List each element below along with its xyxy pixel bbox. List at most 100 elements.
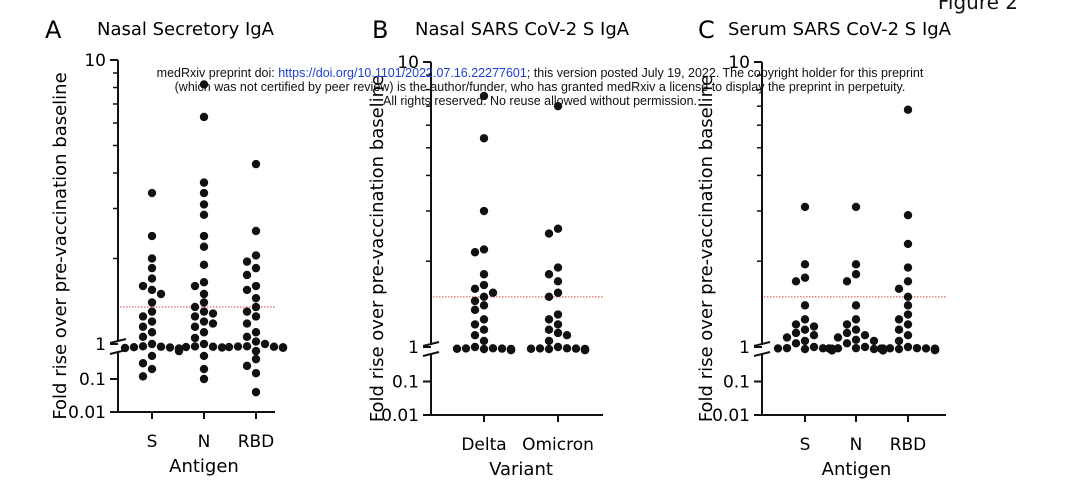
data-point-A-RBD (242, 319, 252, 328)
data-point-B-Omicron (562, 344, 572, 353)
data-point-A-N (181, 342, 191, 352)
data-point-C-S (800, 336, 810, 346)
data-point-B-Omicron (544, 336, 554, 346)
data-point-B-Delta (497, 344, 507, 353)
data-point-A-RBD (233, 342, 243, 351)
data-point-B-Delta (479, 344, 489, 354)
panel-letter-A: A (45, 16, 62, 44)
data-point-C-S (800, 260, 810, 269)
data-point-C-N (851, 315, 861, 324)
x-axis-label-B: Variant (489, 459, 553, 480)
data-point-C-RBD (912, 343, 922, 353)
data-point-C-RBD (903, 277, 913, 286)
data-point-A-RBD (224, 342, 234, 352)
axis-break-mark-A (109, 338, 127, 344)
data-point-C-N (842, 277, 852, 286)
data-point-C-N (869, 344, 879, 354)
data-point-C-N (851, 270, 861, 279)
data-point-C-RBD (903, 292, 913, 302)
data-point-A-S (147, 285, 157, 295)
data-point-A-S (138, 312, 148, 321)
data-point-C-N (851, 260, 861, 269)
data-point-C-RBD (903, 301, 913, 310)
y-tick-label-B: 0.1 (392, 373, 419, 393)
data-point-B-Delta (470, 248, 480, 257)
x-tick-label-C: N (850, 435, 863, 455)
data-point-C-RBD (903, 239, 913, 249)
data-point-C-RBD (903, 263, 913, 272)
data-point-A-RBD (251, 159, 261, 169)
data-point-C-RBD (903, 310, 913, 319)
panel-title-B: Nasal SARS CoV-2 S IgA (415, 19, 630, 40)
x-tick-label-C: RBD (890, 435, 927, 455)
y-tick-label-B: 10 (397, 53, 419, 73)
data-point-A-S (138, 372, 148, 381)
data-point-A-N (190, 302, 200, 312)
data-point-C-RBD (885, 344, 895, 353)
data-point-C-N (851, 301, 861, 310)
data-point-A-RBD (251, 346, 261, 356)
data-point-B-Delta (488, 288, 498, 297)
data-point-C-S (782, 333, 792, 342)
data-point-C-RBD (903, 320, 913, 329)
data-point-B-Omicron (544, 270, 554, 279)
data-point-A-N (190, 281, 200, 291)
axis-break-mark-B (422, 341, 440, 347)
data-point-A-RBD (251, 293, 261, 303)
data-point-A-RBD (242, 307, 252, 316)
data-point-A-RBD (251, 387, 261, 397)
y-tick-label-A: 0.01 (68, 403, 106, 423)
x-tick-label-A: RBD (238, 432, 275, 452)
data-point-C-S (800, 325, 810, 334)
y-tick-label-C: 1 (739, 338, 750, 358)
data-point-A-N (190, 312, 200, 321)
y-tick-label-A: 0.1 (79, 370, 106, 390)
data-point-A-S (147, 328, 157, 337)
y-tick-label-C: 10 (728, 53, 750, 73)
data-point-B-Omicron (553, 263, 563, 272)
data-point-A-N (199, 231, 209, 241)
data-point-B-Omicron (553, 342, 563, 352)
data-point-B-Omicron (553, 288, 563, 297)
data-point-A-RBD (278, 343, 288, 353)
data-point-C-RBD (921, 344, 931, 353)
data-point-C-S (791, 339, 801, 348)
data-point-C-N (824, 344, 834, 353)
data-point-C-S (809, 331, 819, 340)
data-point-B-Delta (479, 134, 489, 143)
data-point-B-Omicron (526, 344, 536, 353)
data-point-B-Delta (479, 206, 489, 216)
data-point-B-Delta (470, 305, 480, 315)
data-point-B-Omicron (553, 328, 563, 338)
data-point-B-Omicron (553, 277, 563, 286)
data-point-A-RBD (251, 312, 261, 321)
data-point-A-N (199, 298, 209, 307)
figure-label: Figure 2 (937, 0, 1018, 14)
data-point-C-RBD (894, 315, 904, 324)
data-point-A-N (199, 339, 209, 349)
data-point-A-RBD (251, 263, 261, 273)
data-point-C-N (842, 328, 852, 338)
data-point-A-RBD (242, 361, 252, 371)
data-point-A-N (190, 342, 200, 351)
data-point-A-N (199, 260, 209, 270)
data-point-C-N (833, 344, 843, 353)
y-tick-label-A: 1 (95, 335, 106, 355)
data-point-B-Omicron (535, 344, 545, 353)
data-point-A-RBD (242, 257, 252, 266)
data-point-B-Delta (461, 344, 471, 353)
data-point-B-Delta (479, 270, 489, 279)
data-point-B-Omicron (553, 101, 563, 111)
data-point-A-N (217, 343, 227, 352)
axis-break-mark-B (422, 351, 440, 357)
data-point-A-RBD (251, 251, 261, 260)
data-point-A-N (199, 374, 209, 384)
data-point-A-N (190, 322, 200, 331)
data-point-C-N (851, 343, 861, 353)
data-point-B-Delta (470, 296, 480, 306)
data-point-C-RBD (903, 105, 913, 114)
data-point-A-S (138, 322, 148, 331)
data-point-C-S (800, 315, 810, 324)
data-point-A-S (129, 342, 139, 352)
data-point-B-Omicron (580, 345, 590, 355)
